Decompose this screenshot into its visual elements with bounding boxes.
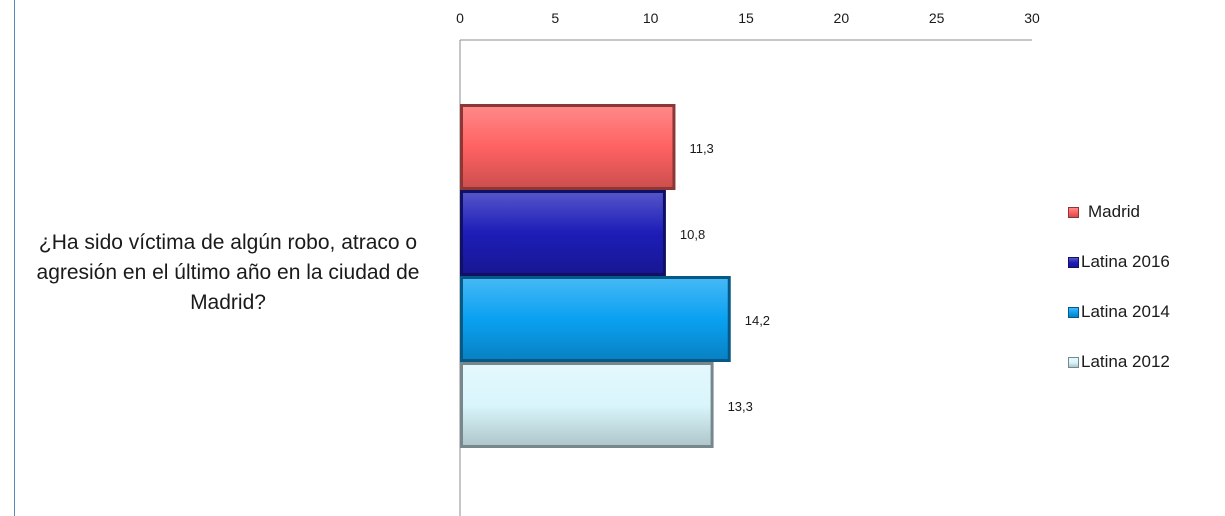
legend-swatch [1068, 256, 1079, 268]
x-tick-label: 20 [834, 10, 850, 26]
data-label-latina-2014: 14,2 [745, 313, 770, 328]
x-tick-label: 10 [643, 10, 659, 26]
legend-swatch [1068, 356, 1079, 368]
legend-label: Latina 2016 [1081, 252, 1170, 271]
data-label-madrid: 11,3 [689, 141, 713, 156]
bar-latina-2014 [460, 276, 731, 362]
legend-item-madrid: Madrid [1068, 200, 1140, 224]
legend-swatch [1068, 306, 1079, 318]
legend-label: Latina 2012 [1081, 352, 1170, 371]
left-border-line [14, 0, 15, 516]
legend-label: Latina 2014 [1081, 302, 1170, 321]
x-tick-label: 30 [1024, 10, 1040, 26]
legend-item-latina-2012: Latina 2012 [1068, 350, 1170, 374]
category-label: ¿Ha sido víctima de algún robo, atraco o… [36, 231, 420, 314]
data-label-latina-2016: 10,8 [680, 227, 705, 242]
legend-item-latina-2014: Latina 2014 [1068, 300, 1170, 324]
bar-madrid [460, 104, 676, 190]
x-tick-label: 25 [929, 10, 945, 26]
legend-item-latina-2016: Latina 2016 [1068, 250, 1170, 274]
x-tick-label: 5 [551, 10, 559, 26]
x-tick-label: 0 [456, 10, 464, 26]
data-label-latina-2012: 13,3 [728, 399, 753, 414]
bar-latina-2016 [460, 190, 666, 276]
x-tick-label: 15 [738, 10, 754, 26]
legend-label: Madrid [1088, 202, 1140, 221]
legend-swatch [1068, 206, 1079, 218]
bar-latina-2012 [460, 362, 714, 448]
